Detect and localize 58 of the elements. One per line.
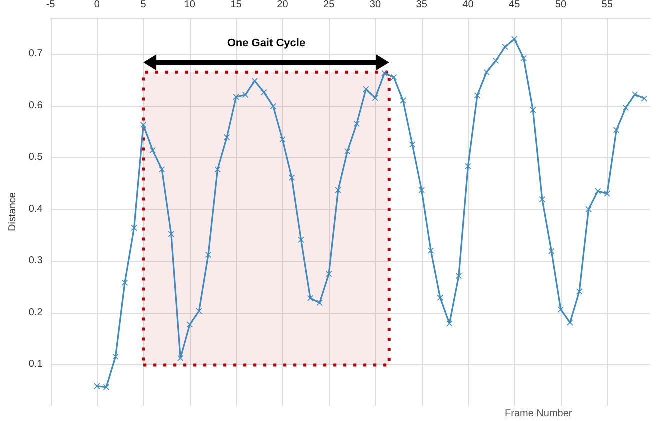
y-tick-label: 0.3 <box>28 256 44 267</box>
x-tick-label: 30 <box>370 0 382 10</box>
point <box>270 103 276 110</box>
point <box>242 92 249 98</box>
point <box>632 92 638 98</box>
point <box>390 74 397 80</box>
x-tick-label: 40 <box>462 0 474 10</box>
point <box>140 122 147 128</box>
point <box>567 320 574 326</box>
point <box>493 58 500 64</box>
x-tick-label: 5 <box>140 0 147 10</box>
x-tick-label: 15 <box>230 0 242 10</box>
x-tick-label: 50 <box>555 0 567 10</box>
point <box>474 92 480 99</box>
point <box>382 70 388 76</box>
x-tick-label: 55 <box>602 0 614 10</box>
point <box>196 308 202 314</box>
x-tick-label: 10 <box>184 0 196 10</box>
point <box>520 55 527 62</box>
x-tick-label: 45 <box>509 0 521 10</box>
y-tick-label: 0.6 <box>28 100 44 112</box>
x-tick-label: -5 <box>46 0 56 10</box>
point <box>363 86 370 92</box>
y-tick-label: 0.1 <box>28 359 44 370</box>
point <box>400 98 406 104</box>
point <box>418 187 425 194</box>
x-axis-title: Frame Number <box>505 408 573 420</box>
y-tick-label: 0.4 <box>28 204 44 215</box>
point <box>159 166 166 173</box>
point <box>354 121 360 128</box>
point <box>530 107 536 114</box>
point <box>205 252 212 258</box>
point <box>233 94 240 100</box>
x-tick-label: 35 <box>416 0 428 10</box>
point <box>437 294 444 301</box>
point <box>252 78 258 84</box>
x-tick-label: 20 <box>277 0 289 10</box>
point <box>112 354 119 360</box>
point <box>344 148 351 154</box>
point <box>224 134 230 141</box>
x-tick-label: 25 <box>324 0 336 10</box>
point <box>484 69 490 76</box>
y-tick-label: 0.2 <box>28 307 44 318</box>
point <box>335 187 342 194</box>
point <box>178 355 184 362</box>
y-axis-title: Distance <box>8 192 18 232</box>
point <box>103 384 110 390</box>
band-label: One Gait Cycle <box>227 38 306 50</box>
y-tick-label: 0.7 <box>28 48 44 60</box>
point <box>548 248 555 254</box>
point <box>604 190 610 197</box>
point <box>539 196 546 203</box>
point <box>94 383 100 390</box>
point <box>456 273 462 280</box>
point <box>326 271 332 278</box>
y-tick-label: 0.5 <box>28 152 44 164</box>
x-tick-label: 0 <box>94 0 100 10</box>
point <box>446 320 453 327</box>
